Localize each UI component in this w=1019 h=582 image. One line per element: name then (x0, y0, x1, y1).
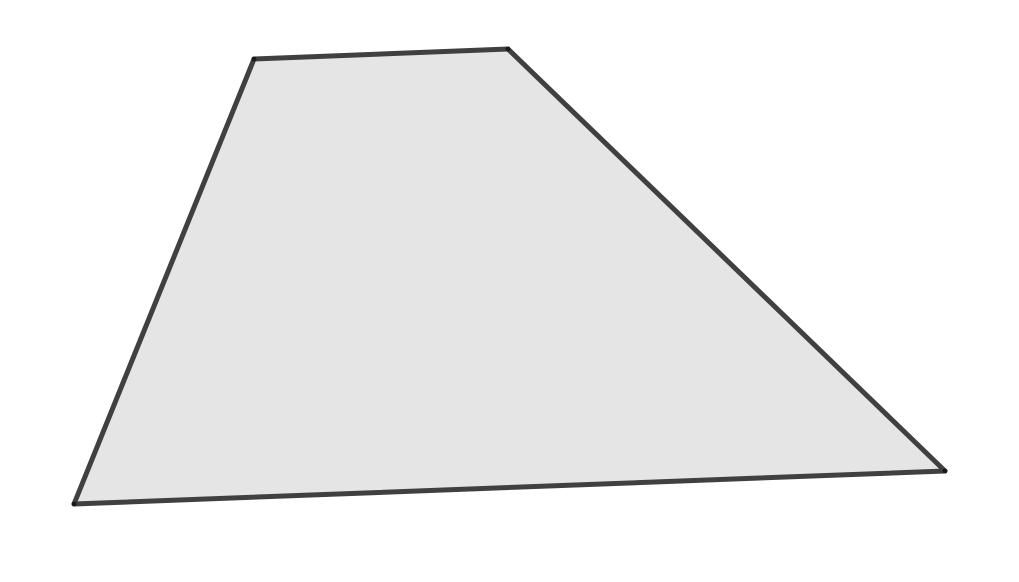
vertex-top-left (251, 56, 257, 62)
vertex-top-right (505, 46, 511, 52)
vertex-bottom-right (942, 468, 948, 474)
vertex-bottom-left (71, 501, 77, 507)
quadrilateral-shape (71, 46, 948, 507)
